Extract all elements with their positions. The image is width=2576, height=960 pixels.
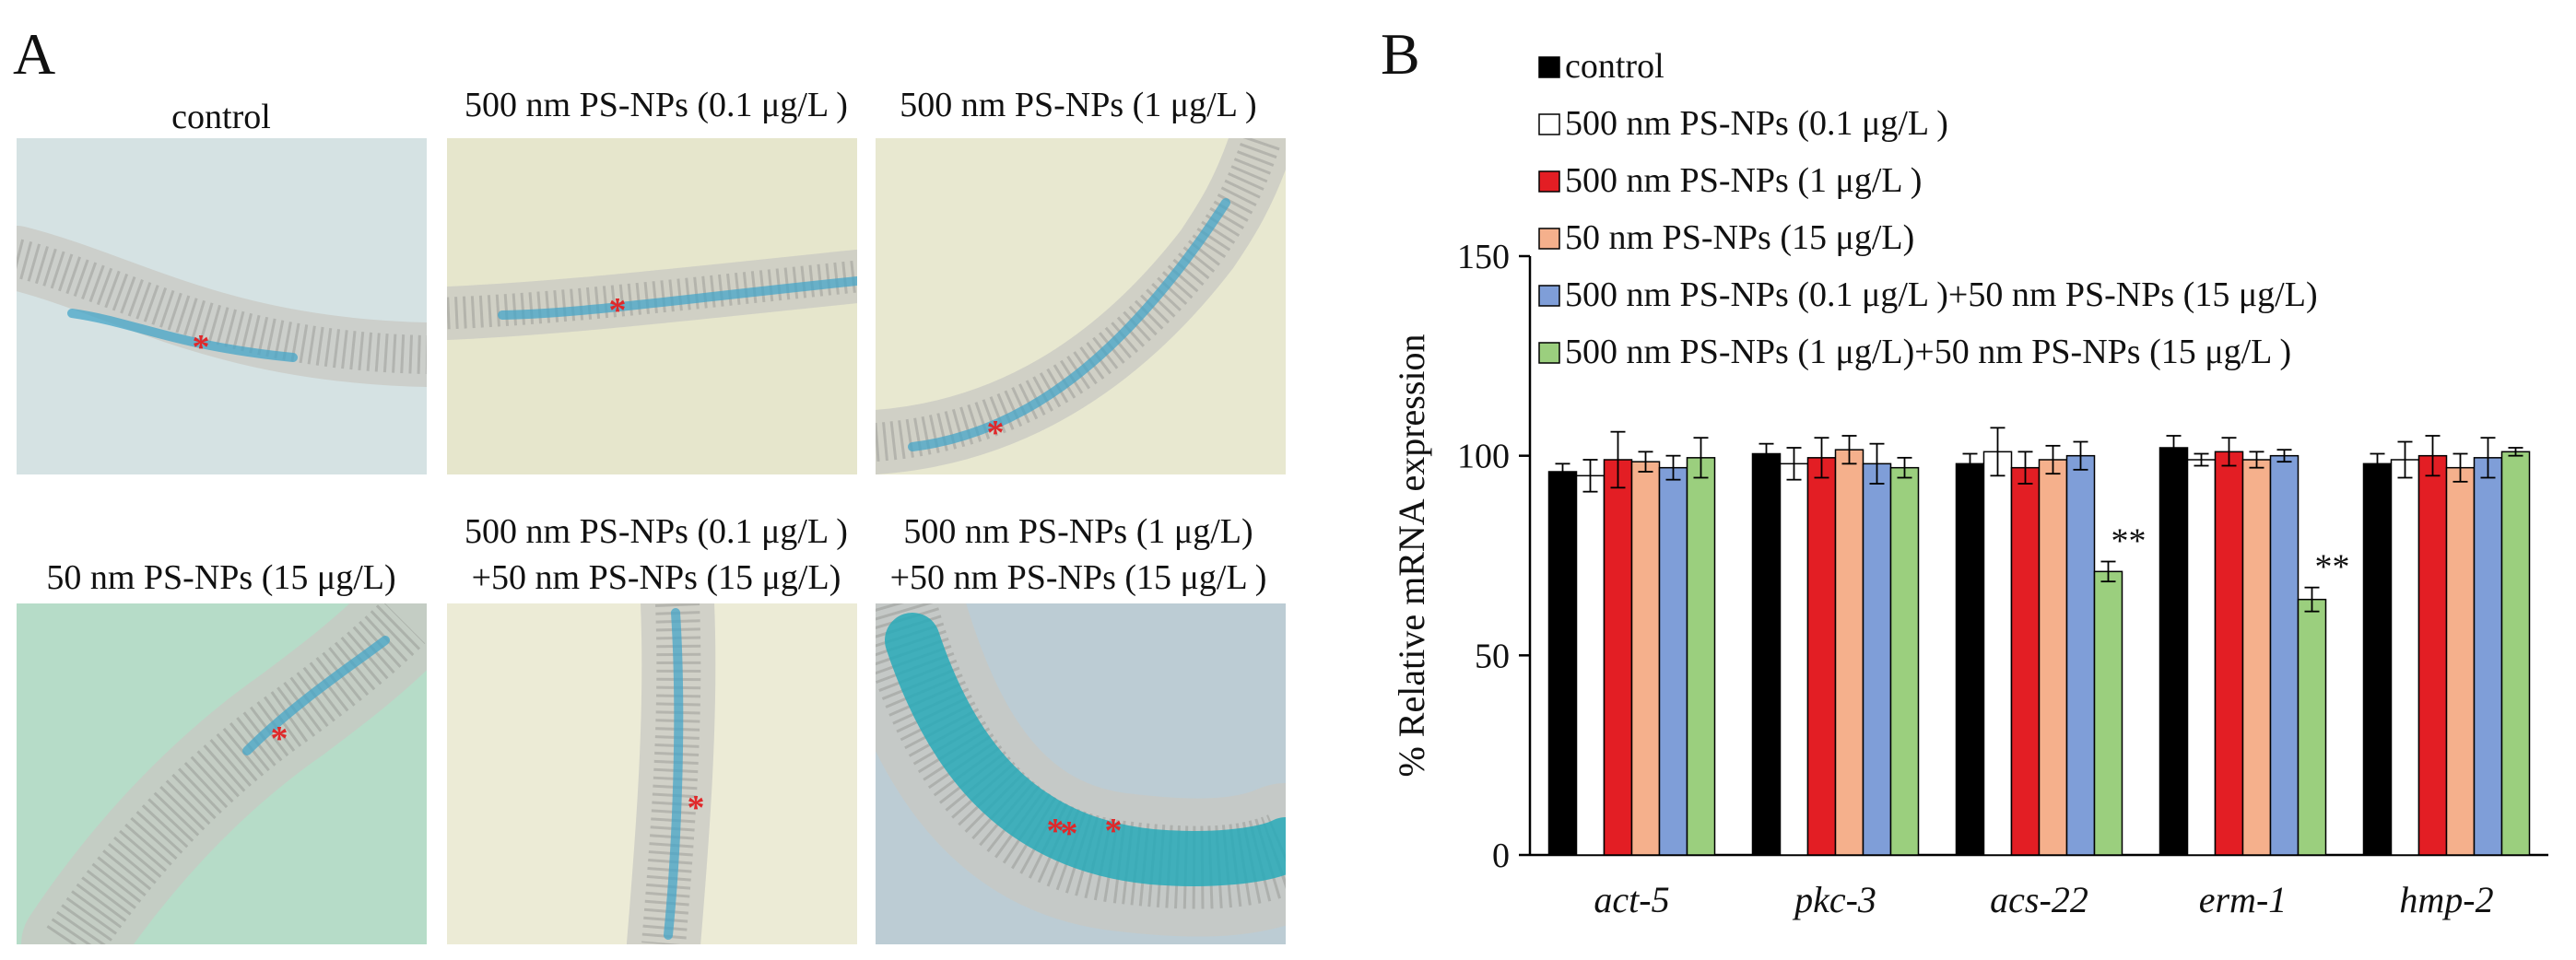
y-tick-label: 150 bbox=[1457, 238, 1510, 276]
bar-1-3 bbox=[1834, 449, 1864, 856]
bar-0-2 bbox=[1603, 459, 1633, 856]
intestine-dye bbox=[664, 608, 684, 940]
bar-4-0 bbox=[2362, 462, 2393, 856]
legend-swatch bbox=[1538, 56, 1560, 78]
bar-1-2 bbox=[1806, 457, 1837, 856]
asterisk-marker: * bbox=[271, 720, 288, 758]
bar-2-3 bbox=[2038, 459, 2068, 856]
bar-2-0 bbox=[1955, 462, 1985, 856]
bar-4-1 bbox=[2390, 459, 2420, 856]
legend-label: 500 nm PS-NPs (1 μg/L ) bbox=[1565, 161, 1922, 200]
legend-label: 500 nm PS-NPs (0.1 μg/L ) bbox=[1565, 104, 1948, 143]
panel-b-letter: B bbox=[1381, 21, 1420, 87]
significance-marker: ** bbox=[2111, 522, 2147, 561]
x-tick-label: hmp-2 bbox=[2399, 879, 2493, 920]
bar-4-5 bbox=[2500, 451, 2531, 856]
asterisk-marker: * bbox=[193, 328, 210, 367]
micrograph-caption: +50 nm PS-NPs (15 μg/L ) bbox=[889, 558, 1267, 597]
asterisk-marker: * bbox=[1105, 812, 1123, 850]
worm-body bbox=[876, 138, 1286, 474]
micrograph-image: * bbox=[876, 138, 1286, 474]
bar-3-2 bbox=[2214, 451, 2244, 856]
bar-1-0 bbox=[1751, 452, 1782, 856]
x-tick-label: acs-22 bbox=[1990, 879, 2088, 920]
bar-0-0 bbox=[1547, 471, 1578, 856]
bar-4-2 bbox=[2417, 454, 2448, 856]
micrograph-image: * bbox=[447, 603, 857, 944]
intestine-dye bbox=[908, 198, 1230, 451]
bar-2-4 bbox=[2065, 454, 2096, 856]
asterisk-marker: * bbox=[1061, 814, 1078, 853]
y-tick-label: 50 bbox=[1475, 637, 1510, 675]
bar-0-5 bbox=[1686, 457, 1716, 856]
panel-a-letter: A bbox=[13, 21, 56, 87]
bar-0-4 bbox=[1658, 466, 1688, 856]
bar-0-3 bbox=[1630, 461, 1661, 856]
micrograph-caption: 500 nm PS-NPs (1 μg/L) bbox=[903, 512, 1253, 551]
asterisk-marker: * bbox=[1047, 812, 1065, 850]
bar-1-4 bbox=[1862, 462, 1892, 856]
y-axis-label: % Relative mRNA expression bbox=[1391, 334, 1432, 777]
asterisk-marker: * bbox=[609, 291, 627, 330]
legend-swatch bbox=[1538, 228, 1560, 250]
micrograph-caption: +50 nm PS-NPs (15 μg/L) bbox=[471, 558, 841, 597]
legend-swatch bbox=[1538, 170, 1560, 193]
micrograph-caption: control bbox=[171, 98, 271, 136]
micrograph-image: * bbox=[17, 138, 427, 474]
legend-label: 500 nm PS-NPs (0.1 μg/L )+50 nm PS-NPs (… bbox=[1565, 275, 2318, 314]
worm-body bbox=[447, 250, 857, 340]
x-tick-label: erm-1 bbox=[2199, 879, 2288, 920]
asterisk-marker: * bbox=[987, 414, 1005, 452]
bar-3-0 bbox=[2158, 447, 2189, 856]
bar-2-5 bbox=[2093, 570, 2123, 856]
bar-2-2 bbox=[2010, 466, 2041, 856]
bar-chart: 0 50 100 150 % Relative mRNA expression act-5… bbox=[1391, 47, 2548, 920]
y-tick-label: 0 bbox=[1492, 837, 1510, 875]
micrograph-caption: 500 nm PS-NPs (0.1 μg/L ) bbox=[465, 86, 848, 124]
micrograph-image: * bbox=[17, 603, 427, 944]
worm-body bbox=[17, 226, 427, 387]
legend-label: 50 nm PS-NPs (15 μg/L) bbox=[1565, 218, 1914, 257]
bar-3-3 bbox=[2241, 459, 2272, 856]
worm-texture bbox=[447, 260, 857, 330]
intestine-dye bbox=[498, 276, 857, 320]
bar-2-1 bbox=[1982, 451, 2013, 856]
bar-3-5 bbox=[2297, 598, 2327, 856]
micrograph-image: * bbox=[447, 138, 857, 474]
intestine-dye bbox=[67, 309, 298, 362]
y-tick-label: 100 bbox=[1457, 438, 1510, 476]
legend-swatch bbox=[1538, 342, 1560, 364]
legend-label: 500 nm PS-NPs (1 μg/L)+50 nm PS-NPs (15 … bbox=[1565, 333, 2291, 371]
bar-0-1 bbox=[1575, 474, 1606, 856]
bar-1-1 bbox=[1779, 462, 1809, 856]
intestine-dye bbox=[885, 613, 1286, 886]
legend-label: control bbox=[1565, 47, 1664, 86]
bar-4-3 bbox=[2445, 466, 2476, 856]
micrograph-caption: 500 nm PS-NPs (1 μg/L ) bbox=[900, 86, 1257, 124]
bar-3-1 bbox=[2186, 459, 2217, 856]
micrograph-image: * * * bbox=[876, 603, 1286, 944]
micrograph-caption: 500 nm PS-NPs (0.1 μg/L ) bbox=[465, 512, 848, 551]
worm-texture bbox=[876, 138, 1281, 462]
x-tick-label: act-5 bbox=[1594, 879, 1669, 920]
legend-swatch bbox=[1538, 113, 1560, 135]
asterisk-marker: * bbox=[688, 789, 705, 827]
bar-3-4 bbox=[2269, 454, 2300, 856]
micrograph-caption: 50 nm PS-NPs (15 μg/L) bbox=[46, 558, 396, 597]
bar-1-5 bbox=[1889, 466, 1920, 856]
legend-swatch bbox=[1538, 285, 1560, 307]
intestine-dye bbox=[242, 636, 390, 755]
bar-4-4 bbox=[2473, 457, 2503, 856]
x-tick-label: pkc-3 bbox=[1792, 879, 1876, 920]
significance-marker: ** bbox=[2315, 548, 2350, 587]
